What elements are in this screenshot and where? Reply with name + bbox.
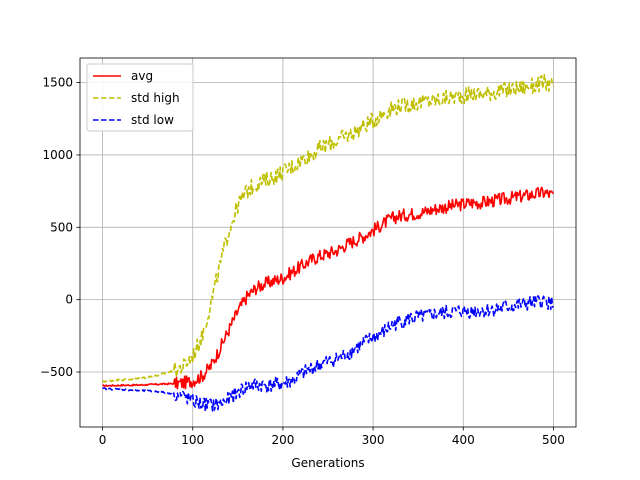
axis-ticks: 0 100 200 300 400 500 −500 0 500 1000 1500 <box>40 76 565 447</box>
legend-box <box>86 63 194 132</box>
legend-label: std low <box>131 113 174 127</box>
x-axis-label: Generations <box>291 456 364 470</box>
x-tick-label: 100 <box>181 433 204 447</box>
x-tick-label: 400 <box>452 433 475 447</box>
x-tick-label: 0 <box>99 433 107 447</box>
y-tick-label: 1000 <box>42 148 73 162</box>
x-tick-label: 500 <box>542 433 565 447</box>
series-layer <box>101 73 555 413</box>
plot-frame <box>79 57 577 428</box>
series-line-std-high <box>101 73 555 383</box>
series-line-std-low <box>102 294 554 413</box>
series-line-avg <box>102 186 555 390</box>
legend-label: std high <box>131 91 180 105</box>
legend-label: avg <box>131 69 153 83</box>
x-tick-label: 300 <box>362 433 385 447</box>
y-tick-label: 500 <box>50 220 73 234</box>
y-tick-label: 0 <box>65 293 73 307</box>
y-tick-label: −500 <box>40 365 73 379</box>
x-tick-label: 200 <box>271 433 294 447</box>
legend: avg std high std low <box>86 63 194 132</box>
y-tick-label: 1500 <box>42 76 73 90</box>
